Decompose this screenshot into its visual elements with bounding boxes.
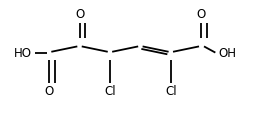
Text: HO: HO [14, 47, 32, 60]
Text: O: O [44, 85, 54, 98]
Text: OH: OH [219, 47, 237, 60]
Text: Cl: Cl [104, 85, 116, 98]
Text: Cl: Cl [165, 85, 177, 98]
Text: O: O [197, 8, 206, 21]
Text: O: O [75, 8, 84, 21]
